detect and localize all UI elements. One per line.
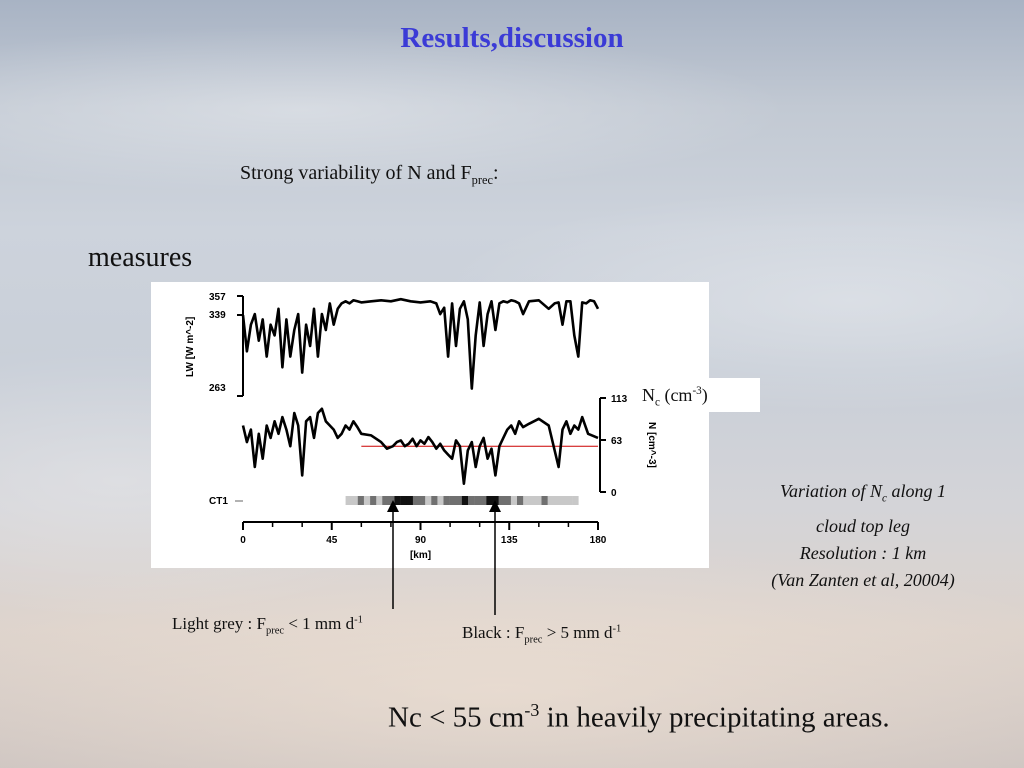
n-ytick-label: 63 [611,436,623,447]
ct1-cell [449,496,457,505]
ct1-cell [363,496,371,505]
ct1-cell [504,496,512,505]
ct1-cell [517,496,524,505]
ct1-cell [535,496,542,505]
x-tick-label: 90 [415,535,427,546]
ct1-cell [376,496,383,505]
subtitle: Strong variability of N and Fprec: [240,162,499,187]
chart-figure: 357 339 263 LW [W m^-2] 113 63 0 N [cm^-… [151,282,709,568]
ct1-cell [523,496,530,505]
ct1-cell [541,496,548,505]
ct1-cell [474,496,481,505]
ct1-cell [370,496,377,505]
figure-caption: Variation of Nc along 1 cloud top leg Re… [771,481,955,590]
ct1-cell [455,496,463,505]
x-tick-label: 45 [326,535,338,546]
x-tick-label: 0 [240,535,246,546]
n-ylabel: N [cm^-3] [646,422,657,468]
x-tick-label: 135 [501,535,518,546]
ct1-cell [406,496,414,505]
ct1-cell [480,496,487,505]
lw-ytick-label: 357 [209,292,226,303]
ct1-cell [431,496,438,505]
lw-series-line [241,297,600,390]
ct1-cell [553,496,561,505]
ct1-strip: CT1 [209,496,579,507]
ct1-cell [425,496,432,505]
lw-ytick-label: 263 [209,383,226,394]
ct1-label: CT1 [209,496,228,507]
ct1-cell [468,496,475,505]
ct1-cell [351,496,359,505]
ct1-cell [572,496,579,505]
ct1-cell [510,496,518,505]
lw-ytick-label: 339 [209,310,226,321]
ct1-cell [382,496,389,505]
x-ticks [242,522,599,530]
lw-panel: 357 339 263 LW [W m^-2] [185,292,600,397]
ct1-cell [394,496,401,505]
ct1-cell [400,496,408,505]
n-panel: 113 63 0 N [cm^-3] [241,394,657,499]
ct1-cell [492,496,499,505]
ct1-cell [443,496,450,505]
ct1-cell [357,496,365,505]
ct1-cell [412,496,420,505]
ct1-cell [461,496,469,505]
ct1-cell [419,496,426,505]
ct1-cell [388,496,395,505]
ct1-cell [559,496,567,505]
x-axis-label: [km] [410,550,431,561]
x-tick-label: 180 [590,535,607,546]
ct1-cell [345,496,352,505]
conclusion-text: Nc < 55 cm-3 in heavily precipitating ar… [388,700,890,734]
arrow-light-grey [387,500,399,609]
nc-label-box: Nc (cm-3) [630,378,760,412]
ct1-cell [566,496,573,505]
ct1-cell [486,496,493,505]
n-ytick-label: 113 [611,394,628,405]
n-ytick-label: 0 [611,488,617,499]
ct1-cells [345,496,579,505]
ct1-cell [498,496,506,505]
x-axis: 0 45 90 135 180 [km] [240,521,607,561]
note-black: Black : Fprec > 5 mm d-1 [462,623,622,646]
ct1-cell [529,496,536,505]
slide-title: Results,discussion [400,22,624,54]
arrow-black [489,500,501,615]
ct1-cell [547,496,555,505]
chart-svg: 357 339 263 LW [W m^-2] 113 63 0 N [cm^-… [185,292,657,561]
ct1-cell [437,496,444,505]
lw-ylabel: LW [W m^-2] [185,317,196,377]
n-series-line [241,407,599,485]
note-light-grey: Light grey : Fprec < 1 mm d-1 [172,614,363,637]
measures-label: measures [88,242,193,273]
